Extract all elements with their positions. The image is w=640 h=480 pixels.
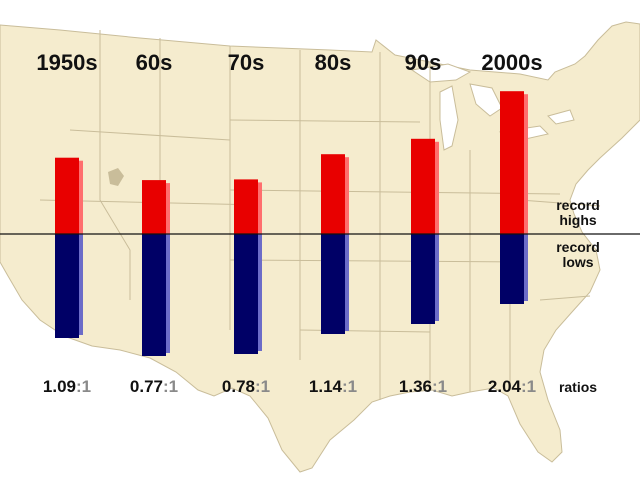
bar-record-highs-90s — [411, 138, 435, 234]
great-lakes — [410, 63, 575, 151]
bar-side-record-highs-70s — [258, 182, 262, 234]
ratio-label-1950s: 1.09:1 — [43, 377, 91, 396]
bar-side-record-lows-70s — [258, 234, 262, 351]
map-feature — [108, 168, 124, 186]
bar-record-lows-2000s — [500, 234, 524, 304]
bar-record-highs-80s — [321, 154, 345, 234]
bar-record-lows-70s — [234, 234, 258, 354]
record-highs-label-line2: highs — [559, 212, 597, 228]
bar-side-record-highs-80s — [345, 157, 349, 234]
bar-side-record-lows-60s — [166, 234, 170, 353]
ratio-label-70s: 0.78:1 — [222, 377, 270, 396]
decade-label-80s: 80s — [315, 50, 352, 75]
record-lows-label-line2: lows — [562, 254, 593, 270]
ratio-label-90s: 1.36:1 — [399, 377, 447, 396]
bar-side-record-lows-90s — [435, 234, 439, 321]
decade-label-90s: 90s — [405, 50, 442, 75]
decade-labels: 1950s 60s 70s 80s 90s 2000s — [36, 50, 542, 75]
decade-label-1950s: 1950s — [36, 50, 97, 75]
bars — [55, 91, 528, 356]
ratio-label-80s: 1.14:1 — [309, 377, 357, 396]
ratio-label-2000s: 2.04:1 — [488, 377, 536, 396]
bar-record-lows-90s — [411, 234, 435, 324]
bar-record-lows-1950s — [55, 234, 79, 338]
bar-side-record-highs-1950s — [79, 160, 83, 234]
record-lows-label-line1: record — [556, 239, 600, 255]
bar-record-highs-60s — [142, 180, 166, 234]
ratios-label: ratios — [559, 379, 597, 395]
bar-record-highs-2000s — [500, 91, 524, 234]
record-highs-label-line1: record — [556, 197, 600, 213]
bar-side-record-highs-90s — [435, 141, 439, 234]
bar-record-lows-60s — [142, 234, 166, 356]
bar-record-highs-70s — [234, 179, 258, 234]
bar-record-lows-80s — [321, 234, 345, 334]
series-labels: record highs record lows — [556, 197, 600, 270]
decade-label-60s: 60s — [136, 50, 173, 75]
bar-side-record-lows-80s — [345, 234, 349, 331]
bar-record-highs-1950s — [55, 157, 79, 234]
ratio-labels: 1.09:1 0.77:1 0.78:1 1.14:1 1.36:1 2.04:… — [43, 377, 597, 396]
decade-label-70s: 70s — [228, 50, 265, 75]
bar-side-record-highs-60s — [166, 183, 170, 234]
bar-side-record-lows-2000s — [524, 234, 528, 301]
bar-side-record-highs-2000s — [524, 94, 528, 234]
bar-side-record-lows-1950s — [79, 234, 83, 335]
decade-label-2000s: 2000s — [481, 50, 542, 75]
ratio-label-60s: 0.77:1 — [130, 377, 178, 396]
